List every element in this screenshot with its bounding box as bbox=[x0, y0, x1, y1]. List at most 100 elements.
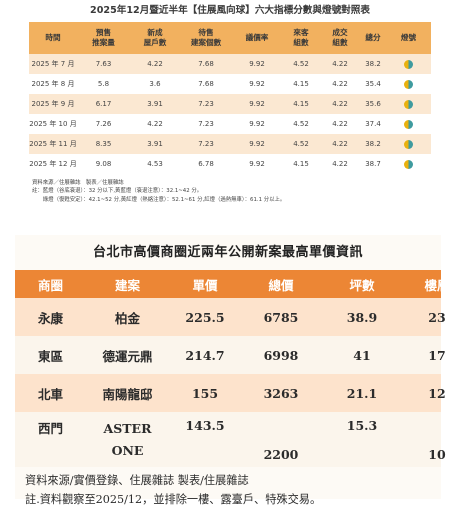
half-yellow-half-teal-light-icon bbox=[404, 159, 413, 169]
deal-cell: 4.22 bbox=[332, 80, 348, 88]
deal-cell: 4.22 bbox=[332, 160, 348, 168]
visitor-cell: 4.15 bbox=[293, 80, 309, 88]
bargain-rate-cell: 9.92 bbox=[249, 80, 265, 88]
scope-note: 註.資料觀察至2025/12，並排除一樓、露臺戶、特殊交易。 bbox=[25, 493, 322, 506]
bargain-rate-cell: 9.92 bbox=[249, 60, 265, 68]
light-cell bbox=[386, 54, 431, 74]
pending-cell: 7.23 bbox=[198, 100, 214, 108]
visitor-cell: 4.52 bbox=[293, 140, 309, 148]
header-cell: 成交 組數 bbox=[332, 28, 348, 47]
visitor-cell: 4.15 bbox=[293, 160, 309, 168]
table-row: 永康 柏金 225.5 6785 38.9 23 bbox=[15, 298, 446, 336]
header-cell: 待售 建案個數 bbox=[190, 28, 222, 47]
pending-cell: 7.23 bbox=[198, 120, 214, 128]
project-table-title: 台北市高價商圈近兩年公開新案最高單價資訊 bbox=[92, 245, 363, 260]
bargain-rate-cell: 9.92 bbox=[249, 100, 265, 108]
indicator-table-notes: 資料來源／住展雜誌 製表／住展雜誌 註：藍燈（谷底衰退）：32 分以下,黃藍燈（… bbox=[29, 174, 431, 204]
new-house-cell: 4.22 bbox=[147, 60, 163, 68]
pending-cell: 7.23 bbox=[198, 140, 214, 148]
floor-cell: 23 bbox=[428, 309, 446, 325]
total-score-cell: 35.6 bbox=[365, 100, 381, 108]
area-cell: 西門 bbox=[37, 421, 63, 436]
table-row: 2025 年 8 月 5.8 3.6 7.68 9.92 4.15 4.22 3… bbox=[29, 74, 431, 94]
legend-note: 註：藍燈（谷底衰退）：32 分以下,黃藍燈（衰退注意）：32.1~42 分。 bbox=[32, 188, 203, 195]
header-cell: 坪數 bbox=[349, 277, 375, 293]
table-row: 2025 年 11 月 8.35 3.91 7.23 9.92 4.52 4.2… bbox=[29, 134, 431, 154]
deal-cell: 4.22 bbox=[332, 60, 348, 68]
light-cell bbox=[386, 134, 431, 154]
light-cell bbox=[386, 154, 431, 174]
indicator-table-title: 2025年12月暨近半年【住展風向球】六大指標分數與燈號對照表 bbox=[29, 0, 431, 22]
total-score-cell: 35.4 bbox=[365, 80, 381, 88]
new-house-cell: 3.6 bbox=[149, 80, 161, 88]
pending-cell: 7.68 bbox=[198, 80, 214, 88]
header-cell: 商圈 bbox=[37, 277, 63, 293]
floor-cell: 17 bbox=[428, 347, 446, 363]
project-cell: ASTER ONE bbox=[86, 412, 169, 467]
table-row: 西門 ASTER ONE 143.5 2200 15.3 10 bbox=[15, 412, 446, 467]
table-row: 東區 德運元鼎 214.7 6998 41 17 bbox=[15, 336, 446, 374]
header-cell: 樓層 bbox=[424, 277, 450, 293]
area-cell: 東區 bbox=[37, 348, 63, 364]
bargain-rate-cell: 9.92 bbox=[249, 140, 265, 148]
ping-cell: 38.9 bbox=[346, 309, 378, 325]
presale-cell: 5.8 bbox=[97, 80, 110, 88]
presale-cell: 7.63 bbox=[95, 60, 112, 68]
area-cell: 永康 bbox=[37, 310, 63, 326]
month-cell: 2025 年 9 月 bbox=[31, 100, 75, 108]
table-row: 北車 南陽龍邸 155 3263 21.1 12 bbox=[15, 374, 446, 412]
bargain-rate-cell: 9.92 bbox=[249, 160, 265, 168]
pending-cell: 6.78 bbox=[198, 160, 214, 168]
half-yellow-half-teal-light-icon bbox=[404, 79, 413, 89]
header-cell: 建案 bbox=[114, 277, 140, 293]
month-cell: 2025 年 12 月 bbox=[29, 160, 77, 168]
half-yellow-half-teal-light-icon bbox=[404, 139, 413, 149]
project-cell: 德運元鼎 bbox=[102, 348, 153, 364]
total-price-cell: 2200 bbox=[263, 447, 299, 462]
unit-price-cell: 225.5 bbox=[185, 309, 225, 325]
unit-price-cell: 214.7 bbox=[185, 347, 225, 363]
header-cell: 時間 bbox=[45, 33, 61, 42]
header-cell: 燈號 bbox=[400, 33, 417, 42]
table-row: 2025 年 9 月 6.17 3.91 7.23 9.92 4.15 4.22… bbox=[29, 94, 431, 114]
header-cell: 預售 推案量 bbox=[92, 28, 115, 47]
ping-cell: 21.1 bbox=[346, 385, 378, 401]
source-note: 資料來源／住展雜誌 製表／住展雜誌 bbox=[32, 180, 124, 186]
total-score-cell: 37.4 bbox=[365, 120, 381, 128]
half-yellow-half-teal-light-icon bbox=[404, 99, 413, 109]
pending-cell: 7.68 bbox=[198, 60, 214, 68]
high-price-project-table: 台北市高價商圈近兩年公開新案最高單價資訊 商圈 建案 單價 總價 坪數 樓層 永… bbox=[15, 235, 450, 506]
table-row: 2025 年 7 月 7.63 4.22 7.68 9.92 4.52 4.22… bbox=[29, 54, 431, 74]
new-house-cell: 4.22 bbox=[147, 120, 163, 128]
legend-note: 綠燈（復甦安定）：42.1~52 分,黃紅燈（熱絡注意）：52.1~61 分,紅… bbox=[32, 196, 286, 203]
deal-cell: 4.22 bbox=[332, 120, 348, 128]
header-cell: 單價 bbox=[192, 277, 218, 293]
unit-price-cell: 143.5 bbox=[185, 418, 225, 433]
total-price-cell: 3263 bbox=[263, 385, 299, 401]
new-house-cell: 3.91 bbox=[147, 140, 163, 148]
total-price-cell: 6998 bbox=[263, 347, 299, 363]
total-score-cell: 38.7 bbox=[365, 160, 381, 168]
month-cell: 2025 年 10 月 bbox=[29, 120, 77, 128]
light-cell bbox=[386, 94, 431, 114]
indicator-score-table: 2025年12月暨近半年【住展風向球】六大指標分數與燈號對照表 時間 預售 推案… bbox=[29, 0, 431, 204]
bargain-rate-cell: 9.92 bbox=[249, 120, 265, 128]
half-yellow-half-teal-light-icon bbox=[404, 59, 413, 69]
table-row: 2025 年 10 月 7.26 4.22 7.23 9.92 4.52 4.2… bbox=[29, 114, 431, 134]
visitor-cell: 4.52 bbox=[293, 120, 309, 128]
project-name-line: ONE bbox=[111, 442, 144, 458]
project-table-header: 商圈 建案 單價 總價 坪數 樓層 bbox=[15, 270, 450, 298]
visitor-cell: 4.15 bbox=[293, 100, 309, 108]
presale-cell: 8.35 bbox=[95, 140, 112, 148]
half-yellow-half-teal-light-icon bbox=[404, 119, 413, 129]
month-cell: 2025 年 8 月 bbox=[31, 80, 75, 88]
header-cell: 議價率 bbox=[245, 33, 269, 42]
visitor-cell: 4.52 bbox=[293, 60, 309, 68]
source-note: 資料來源/實價登錄、住展雜誌 製表/住展雜誌 bbox=[25, 474, 249, 487]
deal-cell: 4.22 bbox=[332, 100, 348, 108]
new-house-cell: 4.53 bbox=[147, 160, 163, 168]
floor-cell: 12 bbox=[428, 385, 446, 401]
presale-cell: 7.26 bbox=[95, 120, 112, 128]
header-cell: 來客 組數 bbox=[293, 28, 309, 47]
header-cell: 總分 bbox=[365, 33, 381, 42]
